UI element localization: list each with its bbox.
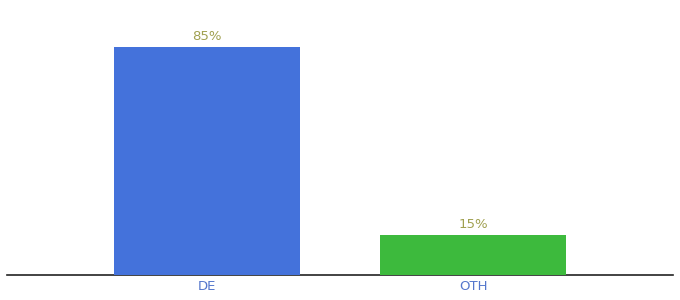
Text: 85%: 85%	[192, 30, 222, 43]
Bar	[114, 47, 300, 275]
Bar	[380, 235, 566, 275]
Text: 15%: 15%	[458, 218, 488, 231]
